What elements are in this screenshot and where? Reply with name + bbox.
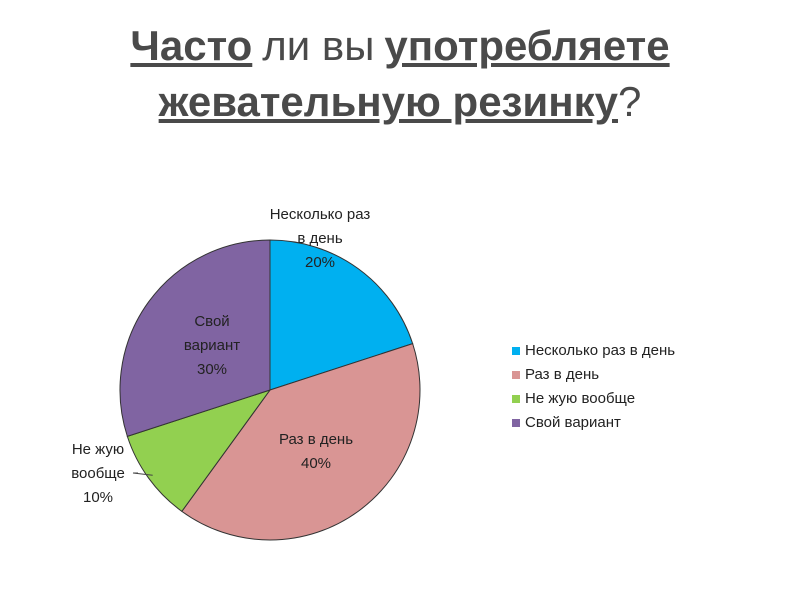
data-label-name: Несколько раз в день: [269, 206, 371, 247]
legend-item: Не жую вообще: [512, 390, 635, 407]
data-label-name: Свой вариант: [183, 313, 241, 354]
title-part: жевательную резинку: [158, 78, 618, 125]
leader-line: [132, 472, 153, 476]
data-label-value: 20%: [304, 254, 336, 271]
legend-label: Не жую вообще: [525, 390, 636, 407]
legend-swatch: [512, 370, 520, 379]
title-part: Часто: [130, 22, 253, 69]
data-label-value: 30%: [196, 361, 228, 378]
pie-slice: [269, 239, 414, 391]
legend-label: Раз в день: [525, 366, 600, 383]
legend-item: Свой вариант: [512, 414, 621, 431]
legend-swatch: [512, 394, 520, 403]
data-label: Раз в день 40%: [261, 428, 371, 476]
legend-item: Несколько раз в день: [512, 342, 675, 359]
legend-label: Несколько раз в день: [525, 342, 676, 359]
chart-title: Часто ли вы употребляете жевательную резинк…: [0, 18, 800, 130]
data-label: Не жую вообще 10%: [58, 438, 138, 510]
data-label-value: 40%: [300, 455, 332, 472]
pie-slice: [181, 343, 421, 541]
title-part: ?: [618, 78, 642, 125]
legend-item: Раз в день: [512, 366, 599, 383]
legend-label: Свой вариант: [525, 414, 621, 431]
pie-slice: [126, 389, 272, 513]
title-part: ли вы: [262, 22, 375, 69]
legend-swatch: [512, 418, 520, 427]
title-part: употребляете: [384, 22, 670, 69]
legend-swatch: [512, 346, 520, 355]
data-label-name: Раз в день: [278, 431, 354, 448]
data-label-value: 10%: [82, 489, 114, 506]
data-label: Свой вариант 30%: [167, 310, 257, 382]
data-label-name: Не жую вообще: [71, 441, 125, 482]
pie-slice: [119, 239, 271, 437]
data-label: Несколько раз в день 20%: [265, 203, 375, 275]
